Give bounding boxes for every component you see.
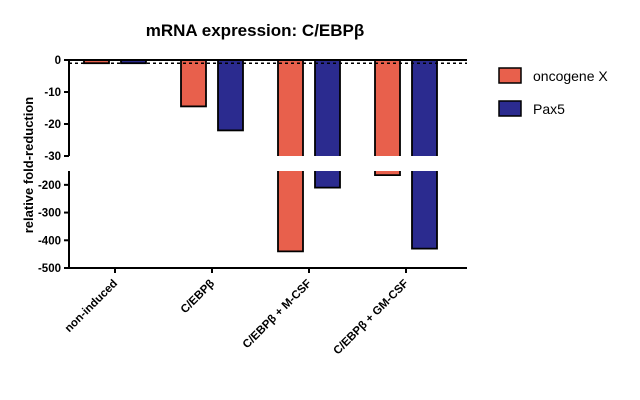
y-tick-label: -300 xyxy=(38,208,61,220)
y-tick-label: 0 xyxy=(55,55,61,67)
bar-lower-outline xyxy=(314,171,341,189)
y-tick-label: -500 xyxy=(38,263,61,275)
x-tick-label: non-induced xyxy=(63,278,120,335)
y-tick-label: -400 xyxy=(38,235,61,247)
y-axis: 0 -10 -20 -30 -200 -300 -400 -500 xyxy=(38,55,70,275)
y-axis-label: relative fold-reduction xyxy=(21,97,36,234)
bar-lower-outline xyxy=(374,171,401,177)
y-tick-label: -30 xyxy=(44,151,61,163)
bar-lower-outline xyxy=(277,171,304,253)
bar-upper-part xyxy=(412,60,437,156)
x-tick-label: C/EBPβ + GM-CSF xyxy=(331,278,411,358)
bar xyxy=(217,59,244,132)
bar-upper-part xyxy=(278,60,303,156)
bar-lower-part xyxy=(412,171,437,249)
y-tick-label: -10 xyxy=(44,87,61,99)
bar-lower-part xyxy=(315,171,340,188)
legend-label: oncogene X xyxy=(533,68,608,84)
x-tick-label: C/EBPβ + M-CSF xyxy=(241,278,314,351)
bar-lower-part xyxy=(375,171,400,176)
bar-upper-part xyxy=(315,60,340,156)
legend-swatch xyxy=(498,67,522,84)
bars xyxy=(69,59,467,253)
legend: oncogene X Pax5 xyxy=(498,67,608,117)
bar xyxy=(180,59,207,108)
y-tick-label: -200 xyxy=(38,180,61,192)
bar-lower-outline xyxy=(411,171,438,250)
bar-lower-part xyxy=(278,171,303,252)
bar-upper-part xyxy=(375,60,400,156)
chart-title: mRNA expression: C/EBPβ xyxy=(146,21,365,40)
x-axis: non-induced C/EBPβ C/EBPβ + M-CSF C/EBPβ + … xyxy=(63,267,467,358)
legend-swatch xyxy=(498,100,522,117)
y-tick-label: -20 xyxy=(44,119,61,131)
x-tick-label: C/EBPβ xyxy=(179,278,217,316)
legend-label: Pax5 xyxy=(533,101,565,117)
